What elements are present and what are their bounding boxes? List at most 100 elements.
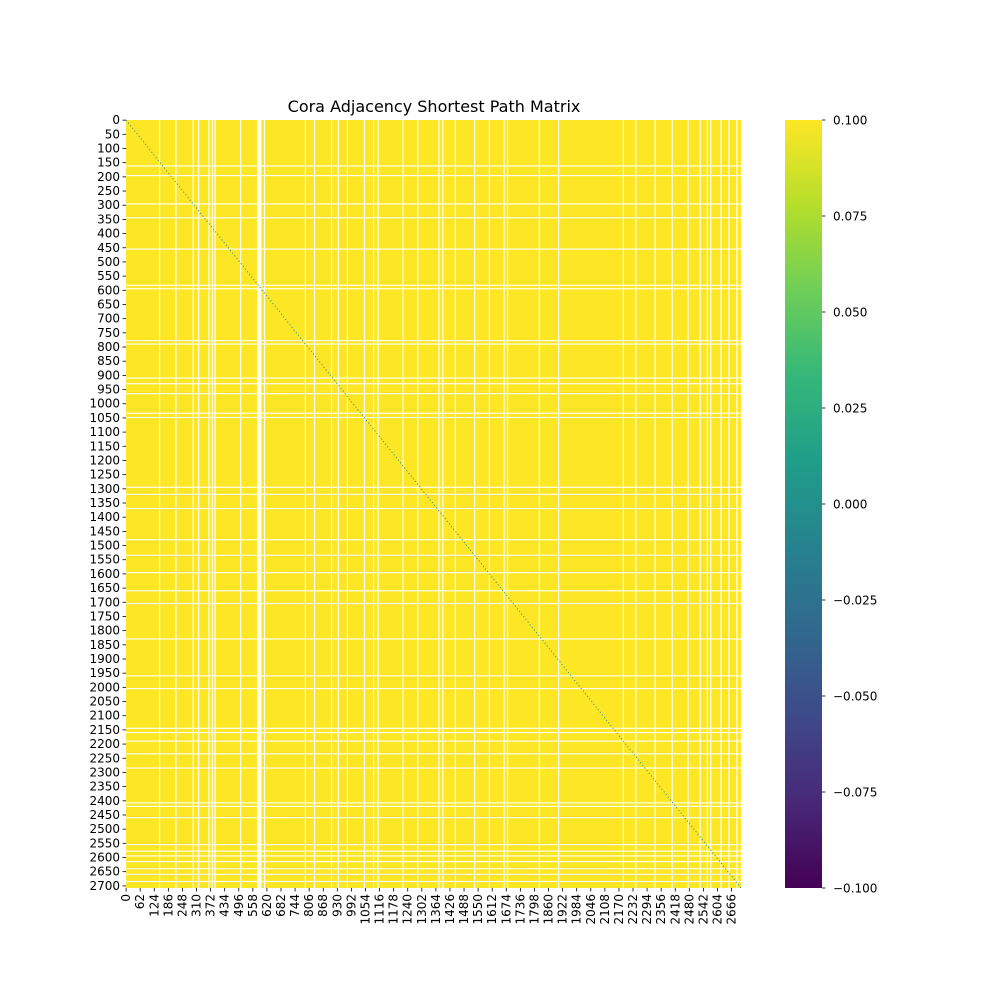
empty-col (330, 120, 333, 888)
empty-col (337, 120, 339, 888)
x-tick-label: 1674 (499, 894, 513, 925)
empty-row (126, 493, 741, 495)
empty-col (208, 120, 210, 888)
empty-col (211, 120, 213, 888)
empty-row (126, 753, 741, 755)
empty-col (198, 120, 200, 888)
empty-col (671, 120, 673, 888)
x-tick-label: 2108 (598, 894, 612, 925)
empty-row (126, 861, 741, 863)
y-tick-label: 2250 (89, 751, 120, 765)
empty-col (474, 120, 476, 888)
empty-row (126, 688, 741, 690)
x-tick-label: 930 (330, 894, 344, 917)
y-tick-label: 2600 (89, 851, 120, 865)
y-tick-label: 2700 (89, 879, 120, 893)
y-tick-label: 1650 (89, 581, 120, 595)
empty-col (240, 120, 242, 888)
y-tick-label: 650 (97, 297, 120, 311)
empty-col (417, 120, 419, 888)
x-axis: 0 62 124 186 248 310 372 434 496 558 620 682 744 806 8… (119, 888, 739, 925)
y-tick-label: 50 (105, 127, 120, 141)
x-tick-label: 1984 (570, 894, 584, 925)
colorbar: 0.100 0.075 0.050 0.025 0.000 −0.025 −0.050 −0.… (785, 114, 877, 896)
x-tick-label: 868 (316, 894, 330, 917)
empty-row (126, 850, 741, 852)
x-tick-label: 496 (232, 894, 246, 917)
y-tick-label: 150 (97, 156, 120, 170)
empty-col (454, 120, 456, 888)
y-tick-label: 1000 (89, 397, 120, 411)
empty-row (126, 340, 741, 342)
y-tick-label: 1500 (89, 539, 120, 553)
empty-row (126, 343, 741, 345)
x-tick-label: 620 (260, 894, 274, 917)
colorbar-tick-label: −0.025 (833, 594, 877, 608)
colorbar-tick-label: 0.000 (833, 498, 867, 512)
y-tick-label: 700 (97, 312, 120, 326)
y-tick-label: 200 (97, 170, 120, 184)
x-tick-label: 2232 (626, 894, 640, 925)
empty-col-band (258, 120, 262, 888)
x-tick-label: 1488 (457, 894, 471, 925)
colorbar-tick-label: 0.025 (833, 402, 867, 416)
empty-col (377, 120, 379, 888)
empty-col (442, 120, 444, 888)
empty-col (622, 120, 624, 888)
x-tick-label: 2418 (668, 894, 682, 925)
x-tick-label: 1426 (443, 894, 457, 925)
empty-row (126, 868, 741, 870)
empty-row (126, 383, 741, 385)
empty-row (126, 732, 741, 734)
empty-row (126, 248, 741, 250)
x-tick-label: 1612 (485, 894, 499, 925)
x-tick-label: 434 (218, 894, 232, 917)
y-tick-label: 1750 (89, 609, 120, 623)
empty-col (503, 120, 505, 888)
x-tick-label: 1054 (358, 894, 372, 925)
empty-col (635, 120, 637, 888)
y-tick-label: 1900 (89, 652, 120, 666)
empty-row (126, 203, 741, 205)
empty-row (126, 412, 741, 414)
y-tick-label: 1400 (89, 510, 120, 524)
x-tick-label: 2604 (710, 894, 724, 925)
colorbar-tick-label: −0.100 (833, 882, 877, 896)
x-tick-label: 1178 (387, 894, 401, 925)
colorbar-tick-label: 0.075 (833, 210, 867, 224)
y-tick-label: 1550 (89, 553, 120, 567)
y-tick-label: 800 (97, 340, 120, 354)
x-tick-label: 1798 (527, 894, 541, 925)
empty-row (126, 855, 741, 857)
y-tick-label: 2150 (89, 723, 120, 737)
empty-col (257, 120, 259, 888)
x-tick-label: 2356 (654, 894, 668, 925)
colorbar-tick-label: −0.075 (833, 786, 877, 800)
empty-row (126, 377, 741, 379)
x-tick-label: 2542 (696, 894, 710, 925)
y-tick-label: 2300 (89, 765, 120, 779)
y-tick-label: 1300 (89, 482, 120, 496)
empty-row (126, 817, 741, 819)
y-tick-label: 350 (97, 212, 120, 226)
empty-row (126, 507, 741, 510)
colorbar-tick-label: 0.100 (833, 114, 867, 128)
x-tick-label: 1302 (415, 894, 429, 925)
empty-col (687, 120, 689, 888)
x-tick-label: 1736 (513, 894, 527, 925)
y-tick-label: 1350 (89, 496, 120, 510)
empty-row (126, 802, 741, 804)
x-tick-label: 682 (274, 894, 288, 917)
empty-col (538, 120, 540, 888)
empty-row (126, 539, 741, 541)
y-tick-label: 550 (97, 269, 120, 283)
y-tick-label: 2400 (89, 794, 120, 808)
y-tick-label: 300 (97, 198, 120, 212)
y-tick-label: 1950 (89, 666, 120, 680)
x-tick-label: 558 (246, 894, 260, 917)
empty-col (192, 120, 194, 888)
y-tick-label: 950 (97, 383, 120, 397)
empty-row (126, 740, 741, 742)
y-tick-label: 100 (97, 142, 120, 156)
y-tick-label: 600 (97, 283, 120, 297)
